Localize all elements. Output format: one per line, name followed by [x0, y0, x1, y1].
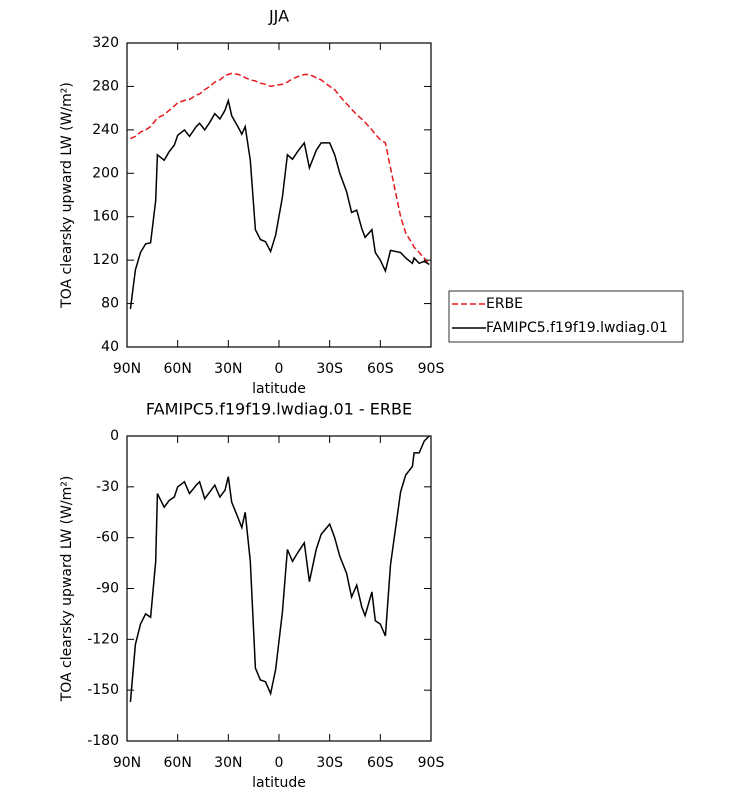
x-tick-label: 30N — [214, 755, 242, 771]
plot-frame — [126, 435, 432, 742]
y-tick-label: 80 — [101, 296, 119, 312]
x-tick-label: 30S — [316, 755, 343, 771]
x-tick-label: 60S — [367, 755, 394, 771]
x-tick-label: 60S — [367, 361, 394, 377]
y-tick-label: 120 — [92, 252, 119, 268]
y-tick-label: 320 — [92, 35, 119, 51]
y-tick-label: -150 — [87, 682, 119, 698]
y-tick-label: -60 — [96, 530, 119, 546]
chart-title: JJA — [268, 7, 289, 26]
legend-box — [448, 290, 684, 343]
y-tick-label: -180 — [87, 733, 119, 749]
y-tick-label: -120 — [87, 631, 119, 647]
y-tick-label: 40 — [101, 339, 119, 355]
y-tick-label: -90 — [96, 581, 119, 597]
chart-title: FAMIPC5.f19f19.lwdiag.01 - ERBE — [146, 400, 412, 419]
x-tick-label: 60N — [164, 755, 192, 771]
y-tick-label: 160 — [92, 209, 119, 225]
x-tick-label: 90S — [418, 755, 445, 771]
y-axis-label: TOA clearsky upward LW (W/m²) — [59, 476, 75, 703]
legend-label: ERBE — [486, 296, 523, 312]
legend-label: FAMIPC5.f19f19.lwdiag.01 — [486, 320, 668, 336]
x-tick-label: 90N — [113, 755, 141, 771]
x-tick-label: 60N — [164, 361, 192, 377]
data-line — [129, 435, 430, 703]
y-axis-label: TOA clearsky upward LW (W/m²) — [59, 82, 75, 309]
x-tick-label: 90S — [418, 361, 445, 377]
data-line — [130, 72, 430, 265]
data-line — [129, 97, 430, 310]
x-tick-label: 0 — [275, 361, 284, 377]
plot-frame — [126, 42, 432, 348]
y-tick-label: 280 — [92, 78, 119, 94]
y-tick-label: 240 — [92, 122, 119, 138]
x-axis-label: latitude — [252, 775, 306, 791]
x-tick-label: 30S — [316, 361, 343, 377]
x-tick-label: 90N — [113, 361, 141, 377]
y-tick-label: 0 — [110, 428, 119, 444]
x-tick-label: 0 — [275, 755, 284, 771]
x-axis-label: latitude — [252, 381, 306, 397]
y-tick-label: 200 — [92, 165, 119, 181]
y-tick-label: -30 — [96, 479, 119, 495]
x-tick-label: 30N — [214, 361, 242, 377]
